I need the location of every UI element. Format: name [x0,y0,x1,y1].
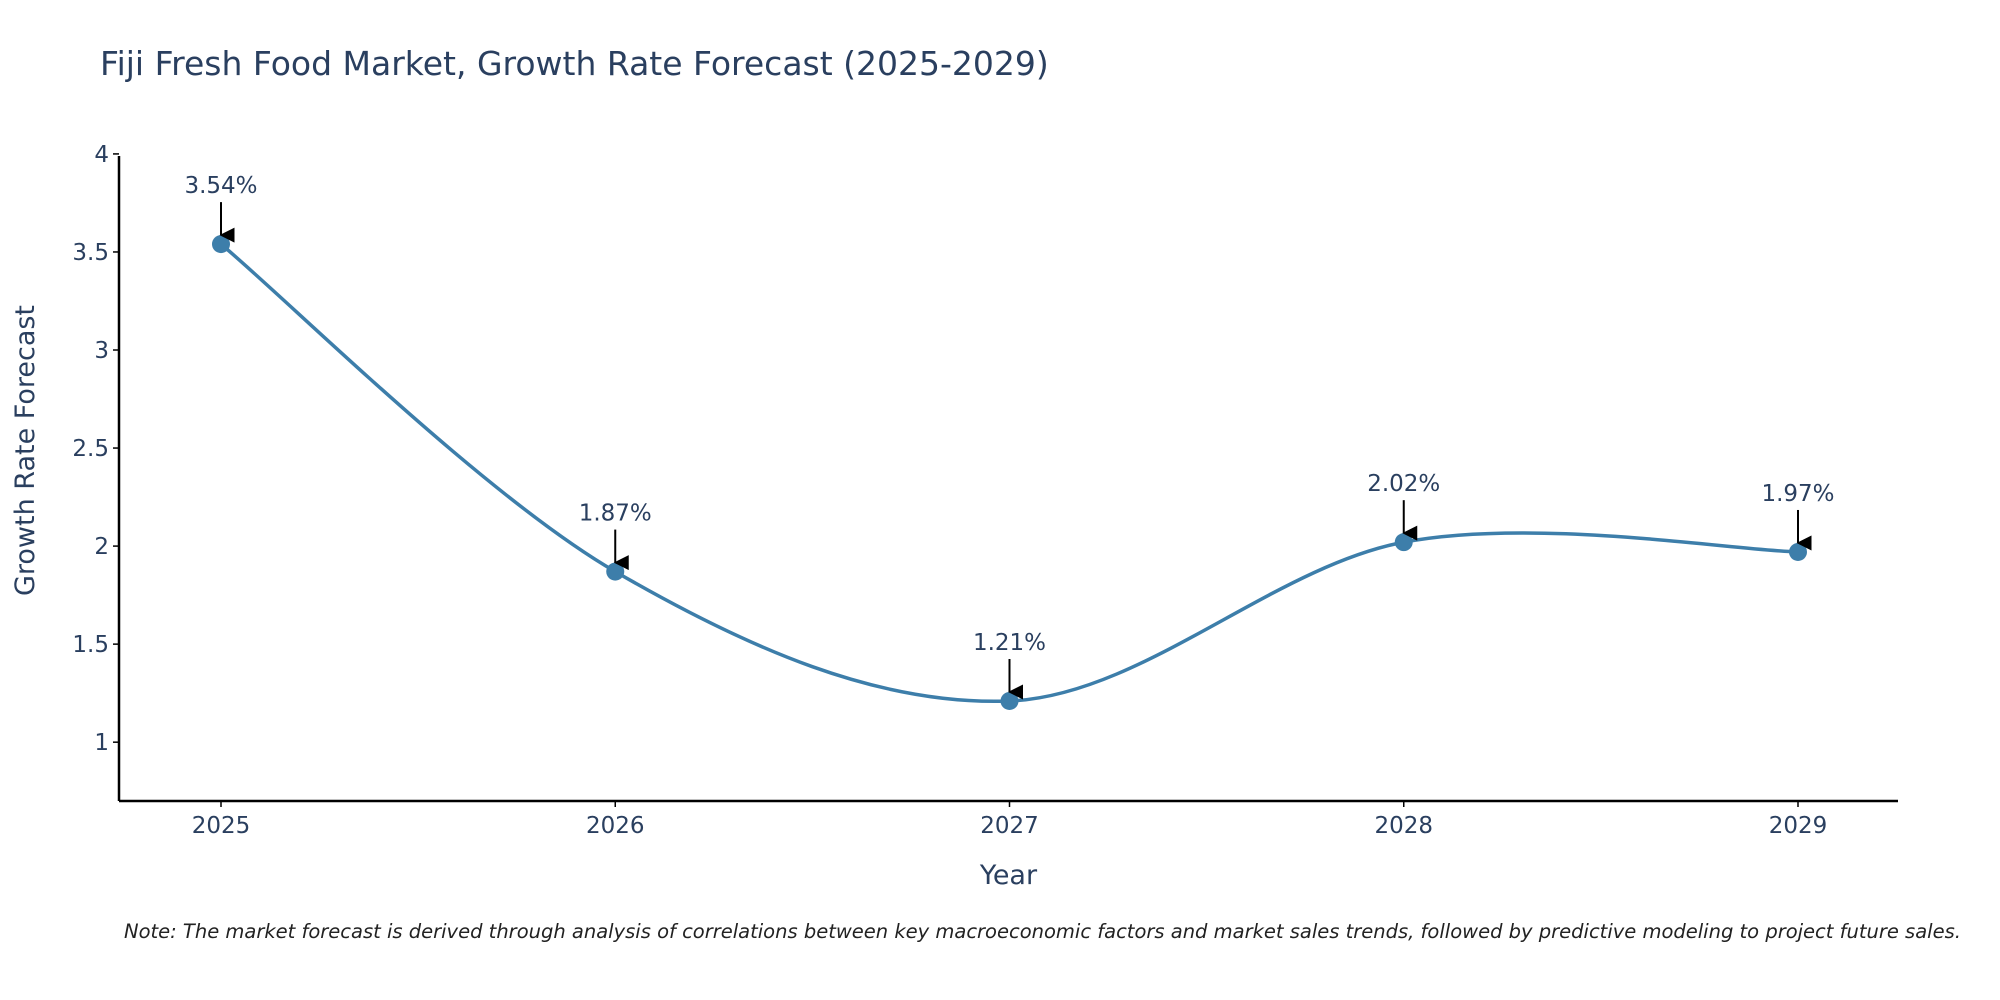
data-label-2025: 3.54% [184,173,257,199]
data-point-2026 [606,562,625,581]
data-point-2025 [212,235,230,254]
data-label-2028: 2.02% [1367,471,1440,497]
x-tick-label: 2026 [586,813,645,839]
y-tick-label: 3 [94,338,109,364]
x-axis-title: Year [979,860,1038,891]
footnote: Note: The market forecast is derived thr… [124,920,1961,943]
data-point-2027 [1000,691,1019,710]
y-tick-label: 3.5 [72,240,109,266]
y-tick-label: 2.5 [72,436,109,462]
x-tick-label: 2029 [1769,813,1828,839]
data-point-2028 [1394,533,1413,552]
y-tick-label: 1.5 [72,632,109,658]
data-point-2029 [1789,542,1807,561]
y-tick-label: 2 [94,534,109,560]
x-tick-label: 2027 [980,813,1039,839]
x-tick-label: 2028 [1374,813,1433,839]
series-layer [212,235,1807,710]
data-label-2026: 1.87% [579,501,652,527]
data-labels-layer: 3.54% 1.87% 1.21% 2.02% 1.97% [184,173,1835,700]
chart-title: Fiji Fresh Food Market, Growth Rate Fore… [100,44,1049,83]
y-tick-label: 1 [94,730,109,756]
x-tick-label: 2025 [192,813,251,839]
data-label-2027: 1.21% [973,630,1046,656]
y-axis-title: Growth Rate Forecast [10,305,41,596]
y-tick-label: 4 [94,142,109,168]
axes: 1 1.5 2 2.5 3 3.5 4 2025 2026 2027 2028 2029 Year Gro… [10,142,1898,891]
data-label-2029: 1.97% [1761,481,1834,507]
